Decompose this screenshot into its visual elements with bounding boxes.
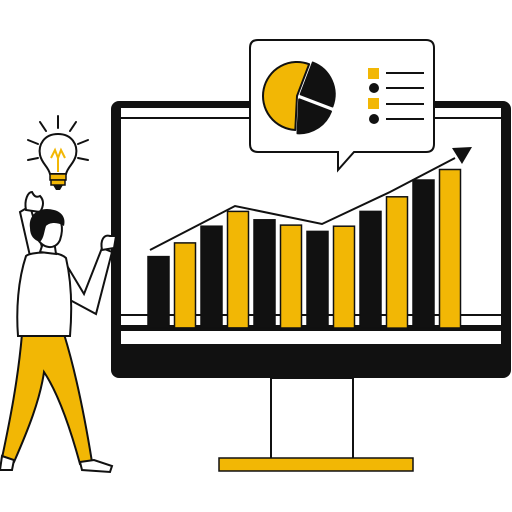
chart-bar: [385, 196, 409, 329]
speech-bubble-icon: [249, 39, 435, 173]
chart-bar: [200, 225, 223, 329]
pie-slice: [299, 61, 336, 108]
person-illustration: [0, 190, 118, 474]
left-shoe: [0, 454, 16, 471]
right-arm: [65, 246, 114, 316]
chart-bar: [226, 210, 250, 329]
right-hand: [100, 234, 118, 252]
chart-bar: [306, 230, 329, 329]
monitor-chin-strip: [121, 331, 501, 344]
left-hand: [24, 190, 44, 214]
chart-bar: [332, 225, 356, 329]
chart-bar: [279, 224, 303, 329]
legend-marker-square: [368, 98, 379, 109]
monitor-stand-neck: [270, 377, 354, 461]
right-shoe: [78, 458, 114, 474]
pie-chart: [262, 61, 336, 135]
chart-bar: [359, 210, 382, 329]
trend-arrow-icon: [452, 147, 472, 164]
lightbulb-icon: [27, 115, 89, 190]
hair: [29, 208, 65, 242]
trend-line: [149, 157, 456, 251]
shirt: [16, 251, 73, 337]
trousers: [0, 333, 94, 466]
pie-slice: [296, 98, 332, 135]
legend-marker-dot: [369, 83, 379, 93]
bar-chart: [147, 168, 462, 329]
monitor-stand-base: [218, 457, 414, 472]
chart-bar: [173, 242, 197, 329]
legend-marker-dot: [369, 114, 379, 124]
chart-bar: [438, 168, 462, 329]
chart-bar: [147, 255, 170, 329]
legend-marker-square: [368, 68, 379, 79]
pie-slice: [262, 61, 311, 131]
chart-bar: [412, 179, 435, 329]
chart-bar: [253, 219, 276, 329]
